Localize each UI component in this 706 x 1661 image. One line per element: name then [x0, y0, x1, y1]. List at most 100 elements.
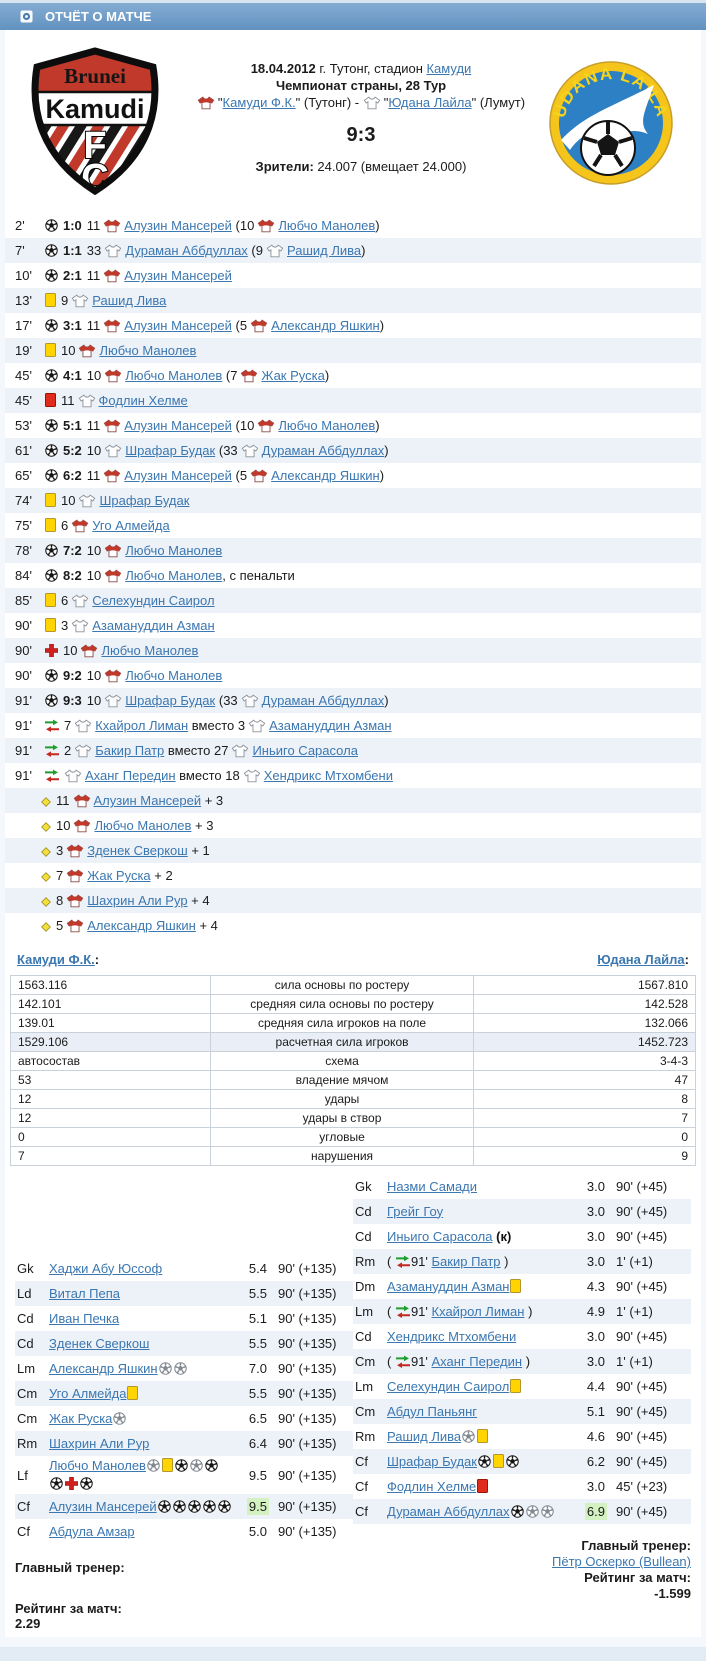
player-link[interactable]: Александр Яшкин — [49, 1360, 158, 1376]
event-minute: 91' — [15, 743, 32, 758]
home-shirt-icon — [66, 869, 84, 883]
player-link[interactable]: Селехундин Саирол — [387, 1378, 510, 1394]
player-link[interactable]: Иньиго Сарасола — [252, 743, 358, 758]
player-link[interactable]: Алузин Мансерей — [93, 793, 202, 808]
player-link[interactable]: Шрафар Будак — [387, 1453, 477, 1469]
player-link[interactable]: Любчо Манолев — [99, 343, 197, 358]
player-link[interactable]: Бакир Патр — [95, 743, 165, 758]
player-link[interactable]: Александр Яшкин — [87, 918, 196, 933]
player-link[interactable]: Дураман Аббдуллах — [125, 243, 248, 258]
player-link[interactable]: Аханг Передин — [85, 768, 176, 783]
player-link[interactable]: Аханг Передин — [431, 1353, 523, 1369]
event-minute: 10' — [15, 268, 32, 283]
home-team-header-link[interactable]: Камуди Ф.К. — [222, 95, 296, 110]
player-link[interactable]: Алузин Мансерей — [124, 318, 232, 333]
player-link[interactable]: Алузин Мансерей — [124, 418, 232, 433]
player-link[interactable]: Шахрин Али Рур — [87, 893, 188, 908]
player-link[interactable]: Абдула Амзар — [49, 1523, 135, 1539]
player-link[interactable]: Хендрикс Мтхомбени — [263, 768, 393, 783]
player-link[interactable]: Иван Печка — [49, 1310, 120, 1326]
player-link[interactable]: Александр Яшкин — [271, 318, 380, 333]
away-lineup: Gk Назми Самади 3.0 90' (+45) Cd Грейг Гоу 3.0… — [353, 1174, 691, 1631]
player-link[interactable]: Алузин Мансерей — [49, 1498, 157, 1514]
player-cell: Шрафар Будак — [387, 1453, 571, 1471]
home-team-link[interactable]: Камуди Ф.К. — [17, 952, 95, 967]
stats-row: 1563.116 сила основы по ростеру 1567.810 — [10, 975, 696, 995]
player-link[interactable]: Любчо Манолев — [94, 818, 192, 833]
player-link[interactable]: Азамануддин Азман — [269, 718, 392, 733]
player-link[interactable]: Зденек Сверкош — [49, 1335, 150, 1351]
goal-ball-icon — [80, 1477, 93, 1490]
player-link[interactable]: Зденек Сверкош — [87, 843, 188, 858]
stadium-link[interactable]: Камуди — [426, 61, 472, 76]
player-link[interactable]: Алузин Мансерей — [124, 468, 232, 483]
player-link[interactable]: Любчо Манолев — [125, 543, 223, 558]
event-row: 2' 1:0 11 Алузин Мансерей (10 Любчо Манолев) — [5, 213, 701, 238]
player-link[interactable]: Селехундин Саирол — [92, 593, 215, 608]
player-link[interactable]: Бакир Патр — [431, 1253, 501, 1269]
player-link[interactable]: Азамануддин Азман — [92, 618, 215, 633]
player-link[interactable]: Уго Алмейда — [92, 518, 170, 533]
player-link[interactable]: Кхайрол Лиман — [95, 718, 189, 733]
player-link[interactable]: Рашид Лива — [92, 293, 167, 308]
player-link[interactable]: Любчо Манолев — [125, 668, 223, 683]
player-link[interactable]: Рашид Лива — [287, 243, 362, 258]
away-lineup-list: Gk Назми Самади 3.0 90' (+45) Cd Грейг Гоу 3.0… — [353, 1174, 691, 1524]
away-team-link[interactable]: Юдана Лайла — [597, 952, 685, 967]
player-link[interactable]: Жак Руска — [49, 1410, 113, 1426]
player-link[interactable]: Шрафар Будак — [125, 443, 216, 458]
player-link[interactable]: Уго Алмейда — [49, 1385, 127, 1401]
player-link[interactable]: Шахрин Али Рур — [49, 1435, 150, 1451]
away-shirt-icon — [71, 294, 89, 308]
minutes-played: 90' (+135) — [278, 1411, 337, 1426]
yellow-card-icon — [45, 593, 56, 607]
player-link[interactable]: Рашид Лива — [387, 1428, 462, 1444]
away-shirt-icon — [64, 769, 82, 783]
event-minute: 75' — [15, 518, 32, 533]
player-link[interactable]: Абдул Паньянг — [387, 1403, 478, 1419]
player-link[interactable]: Фодлин Хелме — [98, 393, 188, 408]
player-link[interactable]: Хендрикс Мтхомбени — [387, 1328, 517, 1344]
player-link[interactable]: Александр Яшкин — [271, 468, 380, 483]
player-rating: 5.1 — [248, 1311, 267, 1326]
player-link[interactable]: Жак Руска — [87, 868, 151, 883]
player-rating-cell: 3.0 — [571, 1329, 607, 1344]
player-link[interactable]: Жак Руска — [261, 368, 325, 383]
position-label: Gk — [17, 1261, 34, 1276]
away-team-header-link[interactable]: Юдана Лайла — [388, 95, 472, 110]
player-link[interactable]: Любчо Манолев — [101, 643, 199, 658]
player-link[interactable]: Любчо Манолев — [278, 418, 376, 433]
player-link[interactable]: Алузин Мансерей — [124, 268, 232, 283]
player-link[interactable]: Хаджи Абу Юссоф — [49, 1260, 163, 1276]
player-link[interactable]: Алузин Мансерей — [124, 218, 232, 233]
player-link[interactable]: Дураман Аббдуллах — [261, 443, 385, 458]
player-rating: 6.9 — [584, 1503, 607, 1520]
player-number: 10 — [61, 343, 76, 358]
player-link[interactable]: Любчо Манолев — [125, 368, 223, 383]
player-link[interactable]: Назми Самади — [387, 1178, 478, 1194]
player-link[interactable]: Любчо Манолев — [278, 218, 376, 233]
player-link[interactable]: Дураман Аббдуллах — [261, 693, 385, 708]
player-link[interactable]: Грейг Гоу — [387, 1203, 444, 1219]
player-link[interactable]: Витал Пепа — [49, 1285, 121, 1301]
event-minute: 2' — [15, 218, 25, 233]
player-link[interactable]: Азамануддин Азман — [387, 1278, 510, 1294]
home-shirt-icon — [103, 219, 121, 233]
player-link[interactable]: Иньиго Сарасола — [387, 1228, 493, 1244]
stats-row: 142.101 средняя сила основы по ростеру 142… — [10, 994, 696, 1014]
player-link[interactable]: Шрафар Будак — [125, 693, 216, 708]
player-link[interactable]: Любчо Манолев — [125, 568, 223, 583]
player-link[interactable]: Кхайрол Лиман — [431, 1303, 525, 1319]
minutes-played: 90' (+45) — [616, 1379, 668, 1394]
player-cell: Назми Самади — [387, 1178, 571, 1196]
event-row: 91' 2 Бакир Патр вместо 27 Иньиго Сарасола — [5, 738, 701, 763]
away-coach-link[interactable]: Пётр Оскерко (Bullean) — [552, 1554, 691, 1569]
player-link[interactable]: Дураман Аббдуллах — [387, 1503, 510, 1519]
player-link[interactable]: Фодлин Хелме — [387, 1478, 477, 1494]
player-link[interactable]: Шрафар Будак — [99, 493, 190, 508]
player-link[interactable]: Любчо Манолев — [49, 1458, 146, 1473]
match-score: 9:3 — [346, 124, 376, 146]
event-minute: 78' — [15, 543, 32, 558]
event-row: 85' 6 Селехундин Саирол — [5, 588, 701, 613]
